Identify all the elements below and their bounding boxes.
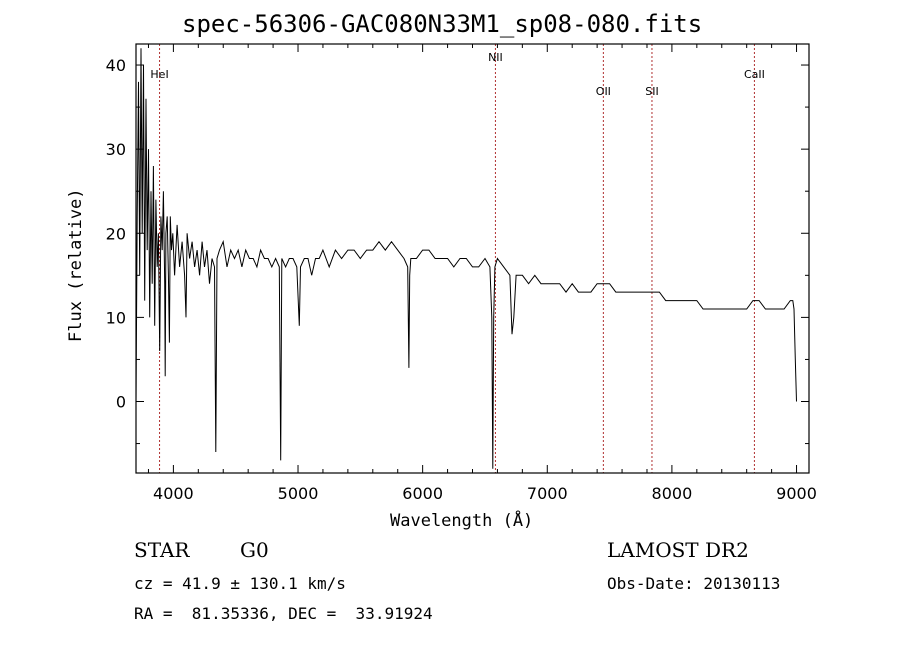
x-tick-label: 5000 (278, 484, 319, 503)
y-tick-label: 30 (106, 140, 126, 159)
x-tick-label: 6000 (402, 484, 443, 503)
plot-frame (135, 43, 810, 474)
x-axis-ticks: 4000 5000 6000 7000 8000 9000 (147, 44, 817, 503)
x-tick-label: 7000 (527, 484, 568, 503)
survey-name: LAMOST DR2 (607, 538, 749, 562)
y-tick-label: 40 (106, 56, 126, 75)
line-markers: HeI NII OII SII CaII (150, 44, 765, 473)
y-tick-label: 10 (106, 308, 126, 327)
y-tick-label: 0 (116, 393, 126, 412)
spectrum-line (135, 48, 797, 469)
x-tick-label: 4000 (153, 484, 194, 503)
x-tick-label: 9000 (776, 484, 817, 503)
redshift-velocity: cz = 41.9 ± 130.1 km/s (134, 574, 346, 593)
y-axis-label: Flux (relative) (66, 188, 86, 342)
marker-label-CaII: CaII (744, 68, 765, 81)
marker-label-OII: OII (596, 85, 611, 98)
coordinates: RA = 81.35336, DEC = 33.91924 (134, 604, 433, 623)
y-axis-ticks: 0 10 20 30 40 (106, 56, 809, 445)
marker-label-SII: SII (645, 85, 658, 98)
object-type: STAR (134, 538, 190, 562)
observation-date: Obs-Date: 20130113 (607, 574, 781, 593)
marker-label-HeI: HeI (150, 68, 168, 81)
spectral-class: G0 (240, 538, 269, 562)
chart-title: spec-56306-GAC080N33M1_sp08-080.fits (182, 10, 703, 38)
y-tick-label: 20 (106, 224, 126, 243)
marker-label-NII: NII (488, 51, 503, 64)
spectrum-series (135, 48, 797, 469)
x-tick-label: 8000 (652, 484, 693, 503)
x-axis-label: Wavelength (Å) (390, 511, 534, 531)
